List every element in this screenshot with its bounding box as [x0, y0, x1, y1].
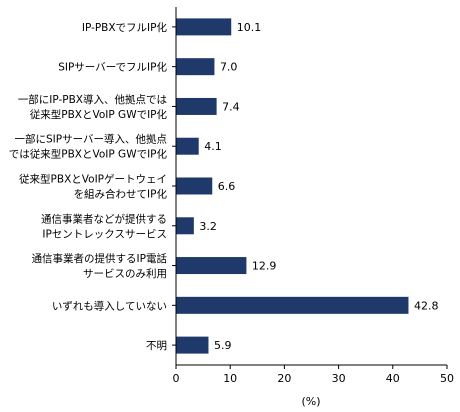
category-label-7-0: いずれも導入していない: [52, 299, 167, 312]
x-tick-label-2: 20: [277, 372, 291, 385]
bar-0: [176, 18, 232, 36]
category-label-6-1: サービスのみ利用: [83, 268, 167, 280]
labels-layer: 10.1 IP-PBXでフルIP化 7.0 SIPサーバーでフルIP化 7.4 一部にIP…: [9, 21, 454, 385]
category-label-4-1: を組み合わせてIP化: [74, 188, 168, 201]
bar-4: [176, 177, 213, 195]
category-label-8-0: 不明: [146, 340, 167, 352]
bar-6: [176, 257, 247, 275]
bar-2: [176, 97, 217, 115]
x-tick-label-1: 10: [223, 372, 237, 385]
category-label-6-0: 通信事業者の提供するIP電話: [32, 252, 168, 265]
bar-5: [176, 217, 194, 235]
category-label-1-0: SIPサーバーでフルIP化: [58, 61, 167, 74]
category-label-4-0: 従来型PBXとVoIPゲートウェイ: [19, 173, 167, 186]
bars-layer: [176, 18, 409, 354]
x-tick-label-4: 40: [386, 372, 400, 385]
category-label-5-0: 通信事業者などが提供する: [41, 212, 167, 225]
value-label-7: 42.8: [414, 299, 439, 312]
value-label-4: 6.6: [218, 180, 236, 193]
category-label-2-1: 従来型PBXとVoIP GWでIP化: [30, 108, 168, 121]
value-label-8: 5.9: [214, 339, 232, 352]
x-tick-label-5: 50: [440, 372, 454, 385]
value-label-0: 10.1: [237, 21, 262, 34]
bar-7: [176, 296, 409, 314]
value-label-2: 7.4: [222, 100, 240, 113]
x-axis-title: (%): [301, 395, 320, 408]
x-tick-label-0: 0: [173, 372, 180, 385]
value-label-5: 3.2: [199, 220, 217, 233]
category-label-5-1: IPセントレックスサービス: [42, 228, 167, 240]
value-label-1: 7.0: [220, 61, 238, 74]
category-label-0-0: IP-PBXでフルIP化: [82, 21, 168, 34]
category-label-2-0: 一部にIP-PBX導入、他拠点では: [18, 93, 167, 106]
value-label-3: 4.1: [204, 140, 222, 153]
category-label-3-0: 一部にSIPサーバー導入、他拠点: [15, 133, 168, 146]
x-tick-label-3: 30: [332, 372, 346, 385]
axis-layer: [172, 7, 448, 369]
bar-1: [176, 58, 215, 76]
bar-8: [176, 336, 209, 354]
value-label-6: 12.9: [252, 260, 277, 273]
category-label-3-1: では従来型PBXとVoIP GWでIP化: [9, 148, 168, 161]
bar-3: [176, 137, 199, 155]
